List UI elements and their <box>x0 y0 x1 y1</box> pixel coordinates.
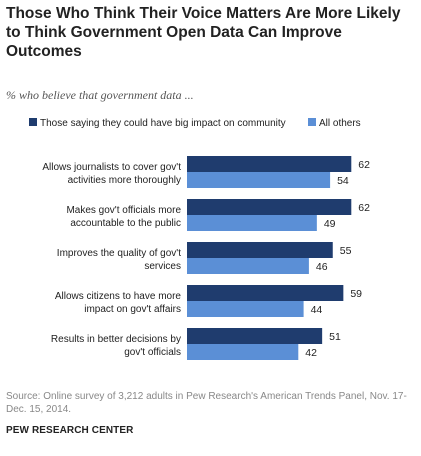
category-label: Allows citizens to have more <box>55 291 182 302</box>
bar-series-2 <box>187 301 304 317</box>
bar-series-2 <box>187 172 331 188</box>
bar-series-1 <box>187 328 323 344</box>
category-label: Improves the quality of gov't <box>57 248 181 259</box>
legend-swatch-series-1 <box>29 118 37 126</box>
bar-series-1 <box>187 285 344 301</box>
footer-credit: PEW RESEARCH CENTER <box>6 425 134 436</box>
legend-swatch-series-2 <box>308 118 316 126</box>
chart-title: Those Who Think Their Voice Matters Are … <box>6 5 401 60</box>
data-label: 62 <box>358 202 370 214</box>
category-label: Allows journalists to cover gov't <box>42 162 181 173</box>
data-label: 46 <box>316 261 328 273</box>
data-label: 59 <box>350 288 362 300</box>
category-label: gov't officials <box>124 347 181 358</box>
bar-chart: Those saying they could have big impact … <box>29 118 370 360</box>
bar-series-2 <box>187 215 317 231</box>
data-label: 55 <box>340 245 352 257</box>
legend-label-series-2: All others <box>319 118 361 129</box>
bar-series-2 <box>187 344 299 360</box>
data-label: 54 <box>337 175 349 187</box>
bar-series-2 <box>187 258 309 274</box>
category-label: accountable to the public <box>70 218 181 229</box>
category-label: activities more thoroughly <box>68 175 181 186</box>
data-label: 49 <box>324 218 336 230</box>
bar-series-1 <box>187 156 352 172</box>
bar-series-1 <box>187 199 352 215</box>
chart-subtitle: % who believe that government data ... <box>6 88 194 102</box>
category-label: Makes gov't officials more <box>66 205 181 216</box>
data-label: 62 <box>358 159 370 171</box>
data-label: 44 <box>311 304 323 316</box>
data-label: 51 <box>329 331 341 343</box>
category-label: Results in better decisions by <box>51 334 181 345</box>
source-note: Source: Online survey of 3,212 adults in… <box>6 391 407 415</box>
category-label: services <box>144 261 181 272</box>
legend-label-series-1: Those saying they could have big impact … <box>40 118 286 129</box>
data-label: 42 <box>305 347 317 359</box>
bar-series-1 <box>187 242 333 258</box>
category-label: impact on gov't affairs <box>84 304 181 315</box>
